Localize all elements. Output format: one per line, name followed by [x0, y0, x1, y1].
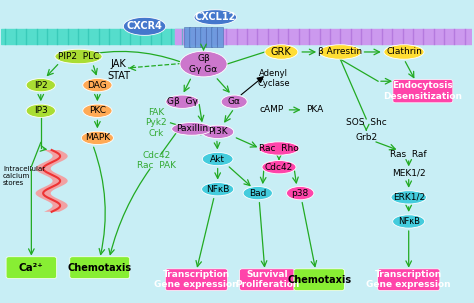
Text: Bad: Bad	[249, 189, 266, 198]
Text: β Arrestin: β Arrestin	[318, 48, 362, 56]
Bar	[184, 27, 190, 47]
Ellipse shape	[287, 186, 314, 200]
Text: Intracellular
calcium
stores: Intracellular calcium stores	[3, 166, 45, 186]
Text: PI3K: PI3K	[208, 127, 228, 136]
Ellipse shape	[319, 45, 362, 59]
Ellipse shape	[201, 125, 234, 138]
Ellipse shape	[26, 104, 55, 118]
Text: Cdc42: Cdc42	[265, 163, 293, 172]
Text: Survival
Proliferation: Survival Proliferation	[235, 270, 300, 289]
Text: DAG: DAG	[88, 81, 107, 90]
Ellipse shape	[259, 142, 299, 155]
Ellipse shape	[384, 45, 424, 59]
Ellipse shape	[55, 49, 102, 64]
Ellipse shape	[262, 161, 296, 174]
Text: Gβ
Gγ Gα: Gβ Gγ Gα	[190, 54, 218, 74]
Text: CXCL12: CXCL12	[195, 12, 236, 22]
FancyBboxPatch shape	[393, 80, 453, 103]
Text: Transcription
Gene expression: Transcription Gene expression	[154, 270, 239, 289]
Ellipse shape	[202, 152, 233, 166]
FancyBboxPatch shape	[294, 269, 344, 291]
Text: Chemotaxis: Chemotaxis	[287, 275, 351, 285]
Text: MAPK: MAPK	[85, 133, 110, 142]
Text: MEK1/2: MEK1/2	[392, 169, 426, 178]
FancyBboxPatch shape	[378, 269, 440, 291]
Text: Paxillin: Paxillin	[176, 124, 208, 133]
Ellipse shape	[221, 95, 247, 108]
Ellipse shape	[201, 183, 234, 196]
Ellipse shape	[265, 45, 298, 59]
Bar	[0, 29, 227, 45]
Text: Ras  Raf: Ras Raf	[391, 150, 427, 159]
Bar	[217, 27, 223, 47]
Bar	[211, 27, 218, 47]
Bar	[175, 29, 474, 45]
Ellipse shape	[392, 215, 425, 228]
Text: Clathrin: Clathrin	[386, 48, 422, 56]
FancyBboxPatch shape	[165, 269, 228, 291]
Text: FAK
Pyk2
Crk: FAK Pyk2 Crk	[146, 108, 167, 138]
Text: SOS  Shc: SOS Shc	[346, 118, 387, 127]
Ellipse shape	[166, 95, 199, 108]
Text: Akt: Akt	[210, 155, 225, 164]
Text: Ca²⁺: Ca²⁺	[19, 263, 44, 273]
Text: Grb2: Grb2	[355, 133, 377, 142]
Text: cAMP: cAMP	[260, 105, 284, 114]
PathPatch shape	[36, 150, 68, 212]
Ellipse shape	[172, 122, 212, 135]
Bar	[195, 27, 201, 47]
Ellipse shape	[180, 51, 227, 77]
Text: GRK: GRK	[271, 47, 292, 57]
Text: Chemotaxis: Chemotaxis	[68, 263, 132, 273]
Text: PKC: PKC	[89, 106, 106, 115]
Bar	[200, 27, 206, 47]
Text: PIP2  PLC: PIP2 PLC	[58, 52, 99, 61]
Text: Transcription
Gene expression: Transcription Gene expression	[366, 270, 451, 289]
Ellipse shape	[123, 17, 166, 35]
Text: Endocytosis
Desensitization: Endocytosis Desensitization	[383, 82, 462, 101]
Text: PKA: PKA	[306, 105, 323, 114]
Text: Rac  Rho: Rac Rho	[259, 144, 299, 153]
Ellipse shape	[83, 104, 112, 118]
Text: NFκB: NFκB	[206, 185, 229, 194]
Text: Cdc42
Rac  PAK: Cdc42 Rac PAK	[137, 151, 176, 170]
Text: Gβ  Gγ: Gβ Gγ	[167, 97, 198, 106]
Text: CXCR4: CXCR4	[127, 21, 163, 31]
Ellipse shape	[26, 78, 55, 92]
Text: ERK1/2: ERK1/2	[392, 193, 425, 202]
Text: NFκB: NFκB	[398, 217, 419, 226]
Ellipse shape	[243, 186, 273, 200]
Text: JAK
STAT: JAK STAT	[107, 59, 130, 81]
Bar	[206, 27, 212, 47]
FancyBboxPatch shape	[70, 257, 130, 278]
Ellipse shape	[82, 131, 113, 145]
Ellipse shape	[194, 10, 237, 25]
Ellipse shape	[391, 191, 427, 204]
Text: Gα: Gα	[228, 97, 241, 106]
Text: IP3: IP3	[34, 106, 48, 115]
FancyBboxPatch shape	[239, 269, 295, 291]
Text: IP2: IP2	[34, 81, 47, 90]
Ellipse shape	[83, 78, 112, 92]
Text: Adenyl
Cyclase: Adenyl Cyclase	[257, 69, 290, 88]
Text: p38: p38	[292, 189, 309, 198]
Bar	[189, 27, 195, 47]
FancyBboxPatch shape	[6, 257, 56, 278]
